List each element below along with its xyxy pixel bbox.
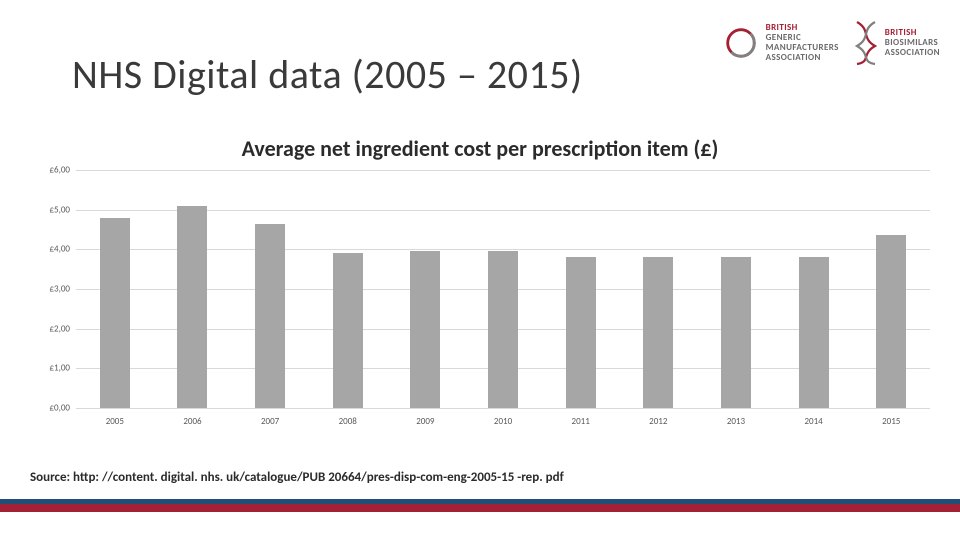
bgma-logo: BRITISH GENERIC MANUFACTURERS ASSOCIATIO… xyxy=(722,23,839,63)
bar xyxy=(255,224,285,408)
x-tick-label: 2011 xyxy=(542,412,620,430)
y-tick-label: £3,00 xyxy=(30,284,70,295)
x-tick-label: 2006 xyxy=(154,412,232,430)
y-tick-label: £0,00 xyxy=(30,403,70,414)
bar xyxy=(566,257,596,408)
bar-slot xyxy=(76,170,154,408)
bar xyxy=(100,218,130,408)
y-tick-label: £2,00 xyxy=(30,323,70,334)
x-axis-labels: 2005200620072008200920102011201220132014… xyxy=(76,412,930,430)
bar-slot xyxy=(154,170,232,408)
bar-slot xyxy=(231,170,309,408)
bar-chart: £0,00£1,00£2,00£3,00£4,00£5,00£6,00 2005… xyxy=(30,170,930,430)
bar-slot xyxy=(387,170,465,408)
bba-logo: BRITISH BIOSIMILARS ASSOCIATION xyxy=(853,20,940,66)
bar-slot xyxy=(775,170,853,408)
bar xyxy=(410,251,440,408)
bar xyxy=(876,235,906,408)
bba-logo-text: BRITISH BIOSIMILARS ASSOCIATION xyxy=(885,28,940,58)
helix-icon xyxy=(853,20,879,66)
y-tick-label: £1,00 xyxy=(30,363,70,374)
bar xyxy=(799,257,829,408)
bars-container xyxy=(76,170,930,408)
ring-icon xyxy=(722,24,760,62)
x-tick-label: 2013 xyxy=(697,412,775,430)
logo-strip: BRITISH GENERIC MANUFACTURERS ASSOCIATIO… xyxy=(722,20,940,66)
bar-slot xyxy=(619,170,697,408)
bgma-logo-text: BRITISH GENERIC MANUFACTURERS ASSOCIATIO… xyxy=(766,23,839,63)
bar xyxy=(643,257,673,408)
x-tick-label: 2007 xyxy=(231,412,309,430)
bar-slot xyxy=(697,170,775,408)
y-tick-label: £5,00 xyxy=(30,204,70,215)
x-tick-label: 2014 xyxy=(775,412,853,430)
bar-slot xyxy=(852,170,930,408)
bar-slot xyxy=(542,170,620,408)
x-tick-label: 2009 xyxy=(387,412,465,430)
bar xyxy=(333,253,363,408)
bar xyxy=(721,257,751,408)
bar xyxy=(488,251,518,408)
source-citation: Source: http: //content. digital. nhs. u… xyxy=(30,470,564,485)
page-title: NHS Digital data (2005 – 2015) xyxy=(72,50,583,99)
slide: NHS Digital data (2005 – 2015) BRITISH G… xyxy=(0,0,960,540)
bar-slot xyxy=(464,170,542,408)
bar-slot xyxy=(309,170,387,408)
gridline xyxy=(76,408,930,409)
x-tick-label: 2005 xyxy=(76,412,154,430)
y-tick-label: £6,00 xyxy=(30,165,70,176)
chart-title: Average net ingredient cost per prescrip… xyxy=(0,135,960,162)
bar xyxy=(177,206,207,408)
footer-accent-bar xyxy=(0,504,960,512)
x-tick-label: 2012 xyxy=(619,412,697,430)
x-tick-label: 2008 xyxy=(309,412,387,430)
x-tick-label: 2010 xyxy=(464,412,542,430)
y-tick-label: £4,00 xyxy=(30,244,70,255)
x-tick-label: 2015 xyxy=(852,412,930,430)
chart-plot-area xyxy=(76,170,930,408)
